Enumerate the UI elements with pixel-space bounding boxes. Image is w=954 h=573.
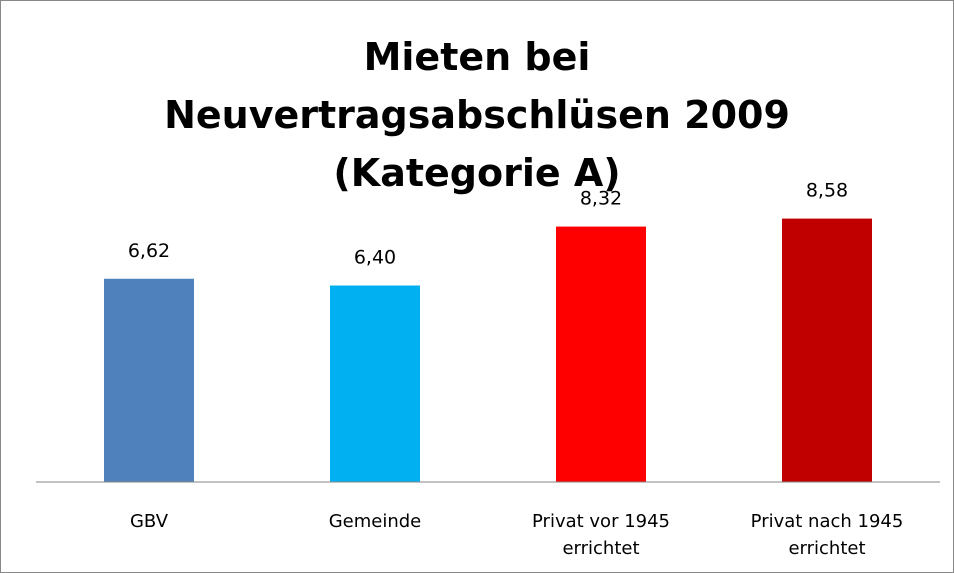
data-label: 6,62 — [128, 240, 170, 262]
data-label: 8,32 — [580, 188, 622, 210]
bar — [330, 285, 420, 482]
data-label: 6,40 — [354, 247, 396, 269]
bar — [556, 226, 646, 482]
bar — [104, 278, 194, 482]
bar — [782, 218, 872, 482]
x-tick-label: GBV — [129, 511, 169, 532]
x-tick-label: Privat nach 1945 errichtet — [750, 511, 904, 559]
data-label: 8,58 — [806, 180, 848, 202]
chart-title: Mieten bei Neuvertragsabschlüsen 2009 (K… — [164, 35, 790, 195]
x-tick-label: Privat vor 1945 errichtet — [532, 511, 670, 559]
x-tick-label: Gemeinde — [328, 511, 422, 532]
